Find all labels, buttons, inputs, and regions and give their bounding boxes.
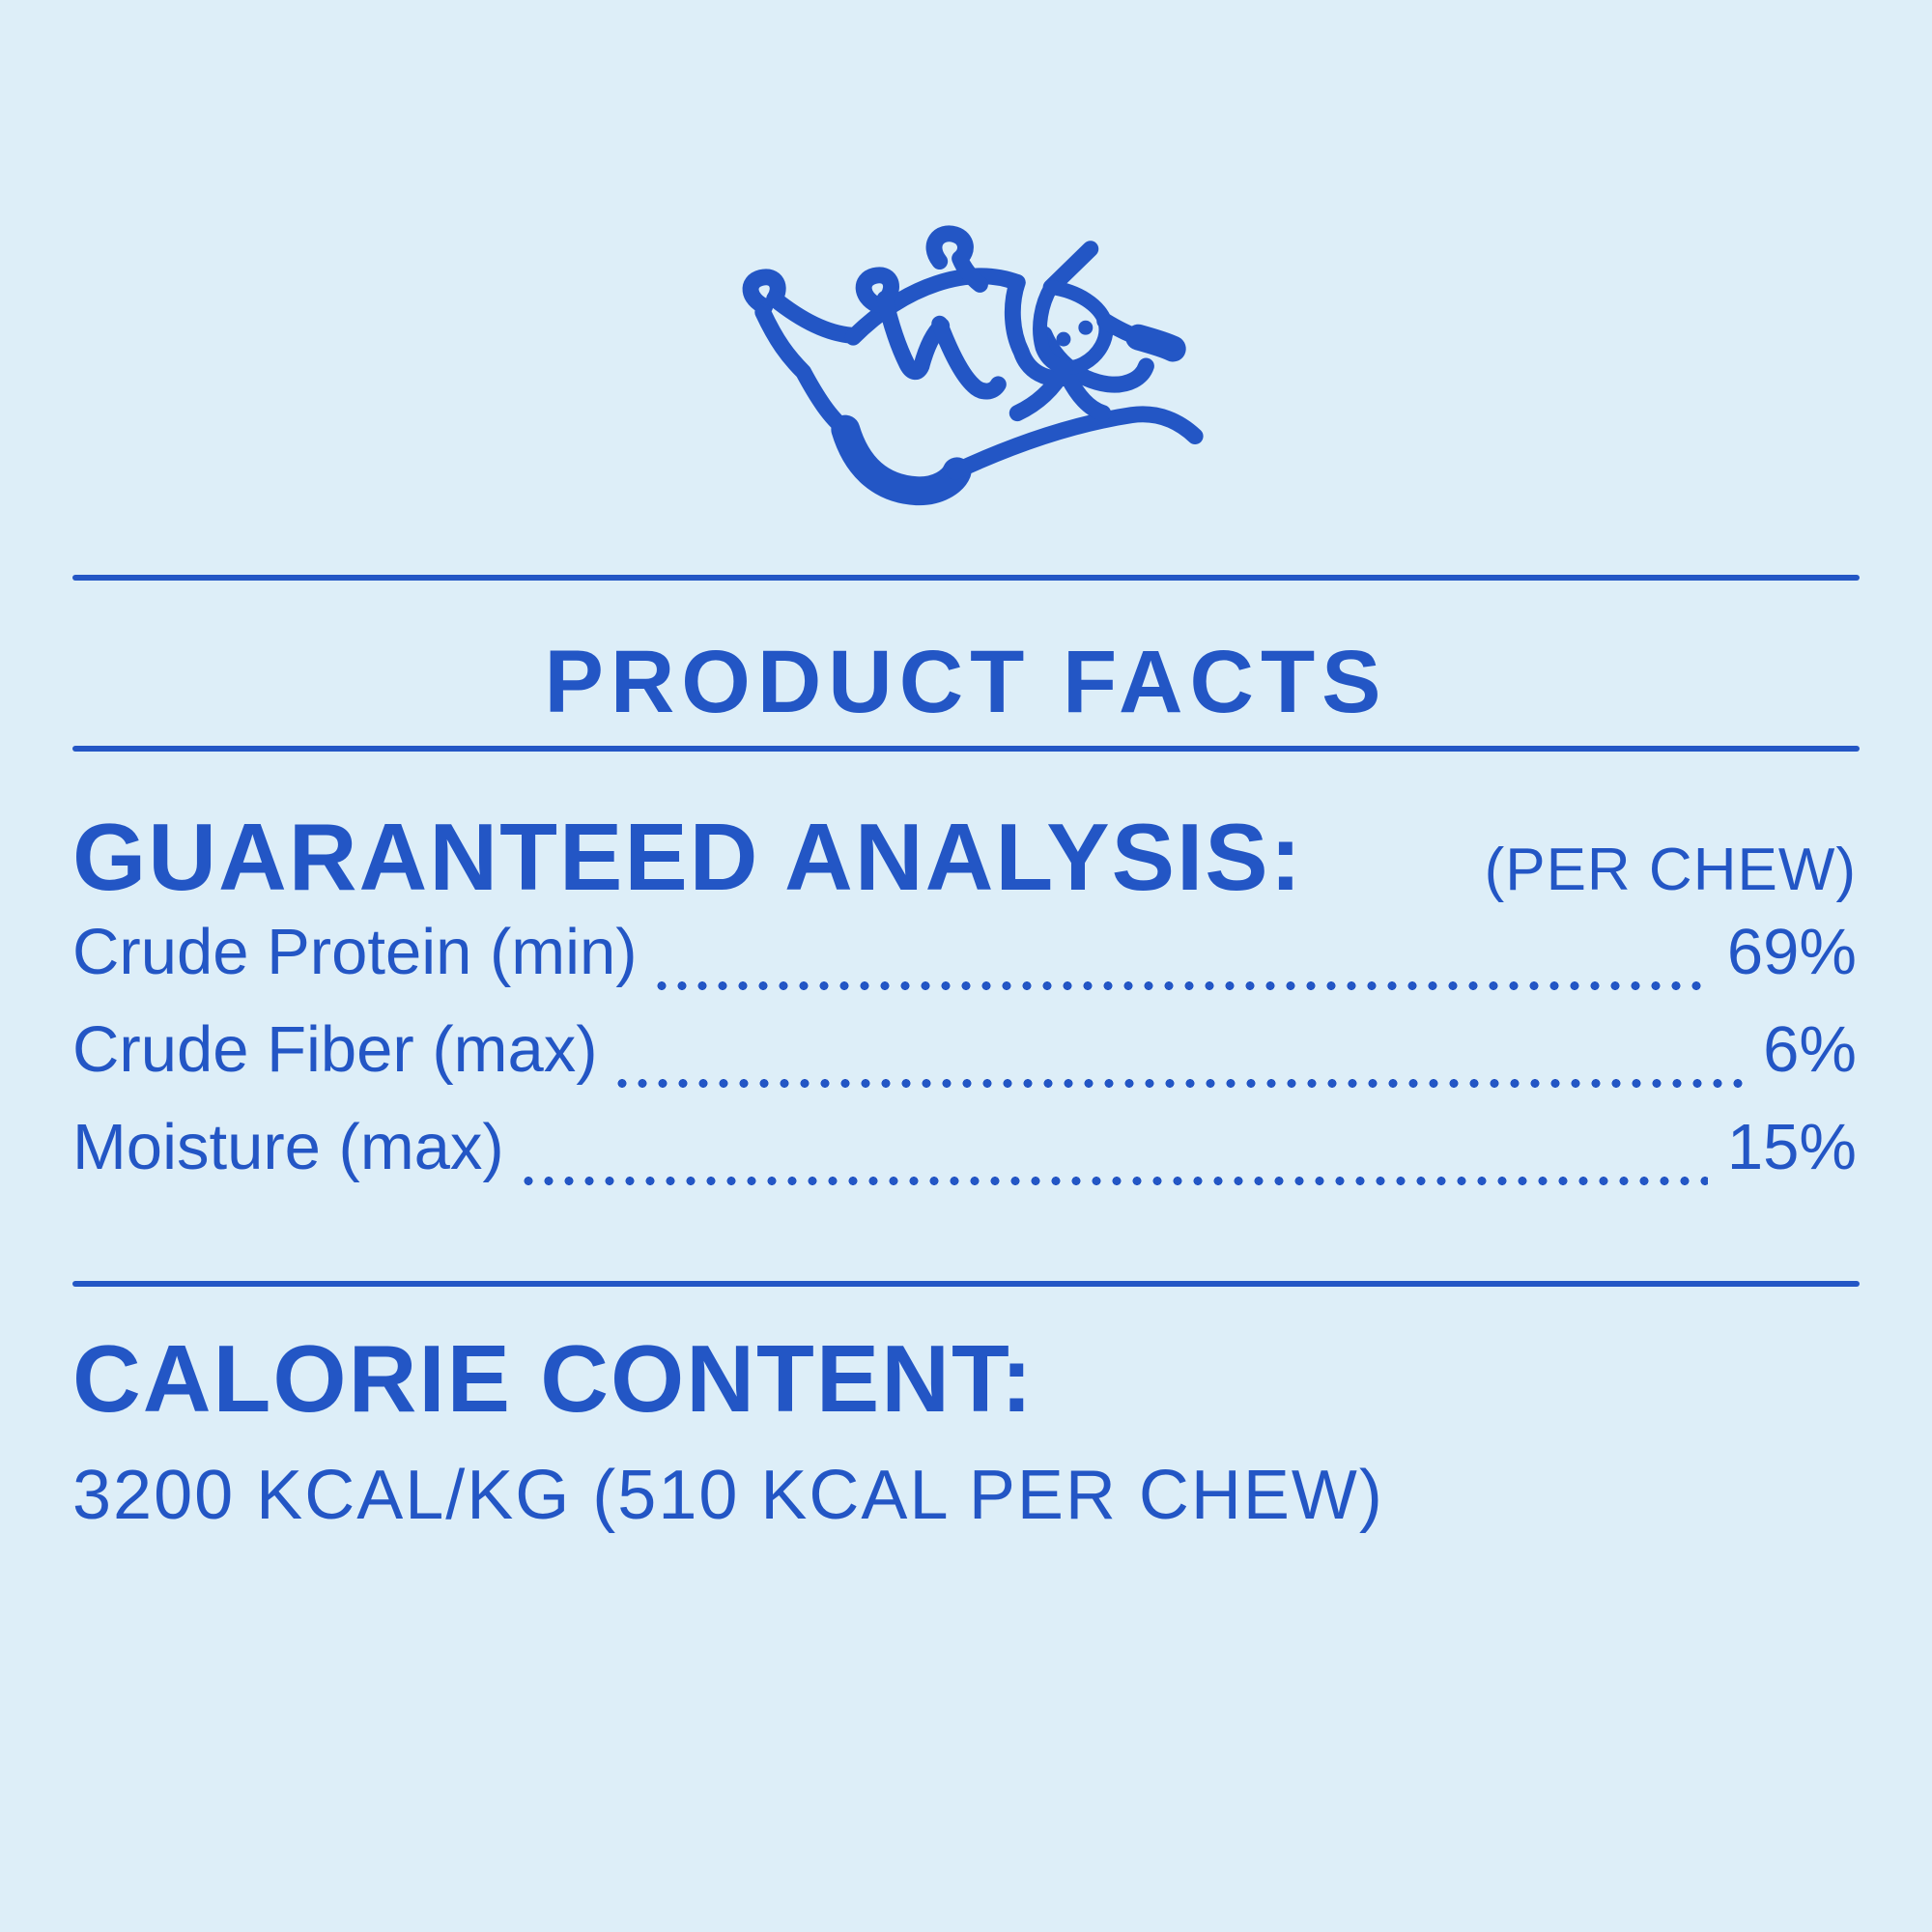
top-divider: [72, 575, 1860, 581]
dotted-leader: [616, 1079, 1745, 1088]
dog-lying-on-back-doodle-icon: [742, 225, 1204, 506]
dog-nose: [1125, 324, 1186, 362]
dog-body-line: [844, 268, 1026, 346]
dog-ear: [1042, 241, 1099, 296]
table-row: Moisture (max) 15%: [72, 1115, 1857, 1212]
row-label: Crude Fiber (max): [72, 1013, 598, 1086]
dog-head: [1033, 279, 1114, 375]
guaranteed-analysis-heading: GUARANTEED ANALYSIS:: [72, 804, 1304, 910]
dog-tail: [831, 414, 972, 506]
calorie-content-heading: CALORIE CONTENT:: [72, 1325, 1035, 1432]
guaranteed-analysis-table: Crude Protein (min) 69% Crude Fiber (max…: [72, 920, 1857, 1212]
dotted-leader: [656, 981, 1708, 990]
calorie-section-divider: [72, 1281, 1860, 1287]
row-label: Moisture (max): [72, 1111, 504, 1183]
row-value: 6%: [1763, 1013, 1857, 1086]
calorie-content-value: 3200 KCAL/KG (510 KCAL PER CHEW): [72, 1457, 1384, 1534]
row-label: Crude Protein (min): [72, 916, 638, 988]
dotted-leader: [523, 1177, 1708, 1185]
per-chew-note: (PER CHEW): [1484, 837, 1857, 903]
dog-paw-left: [742, 269, 786, 315]
row-value: 69%: [1726, 916, 1857, 988]
dog-eyes: [1056, 320, 1094, 347]
guaranteed-analysis-header: GUARANTEED ANALYSIS: (PER CHEW): [72, 810, 1857, 904]
title-bottom-divider: [72, 746, 1860, 752]
table-row: Crude Protein (min) 69%: [72, 920, 1857, 1017]
row-value: 15%: [1726, 1111, 1857, 1183]
page-title: PRODUCT FACTS: [544, 633, 1388, 731]
table-row: Crude Fiber (max) 6%: [72, 1017, 1857, 1115]
